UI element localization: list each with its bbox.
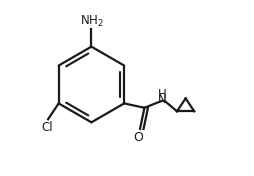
Text: N: N — [157, 93, 166, 106]
Text: H: H — [157, 88, 166, 100]
Text: NH$_2$: NH$_2$ — [79, 14, 103, 29]
Text: O: O — [133, 131, 143, 144]
Text: Cl: Cl — [41, 121, 53, 134]
